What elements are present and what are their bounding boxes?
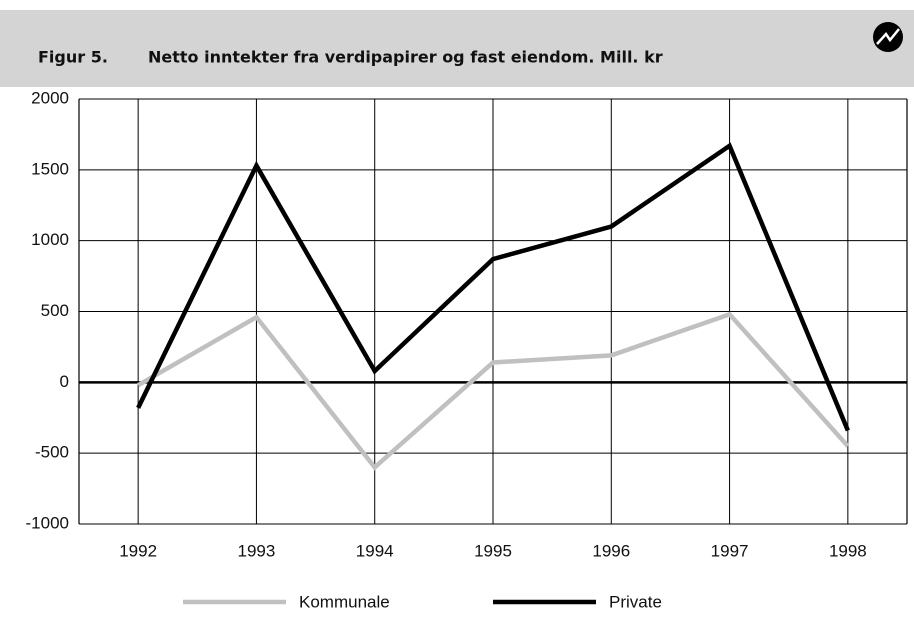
figure-label: Figur 5.: [38, 48, 108, 67]
chart-title: Netto inntekter fra verdipapirer og fast…: [148, 48, 663, 67]
logo-icon: [873, 22, 903, 52]
legend-label: Private: [609, 592, 662, 611]
y-tick-label: 2000: [31, 88, 69, 107]
x-tick-label: 1997: [711, 541, 749, 560]
x-tick-label: 1995: [474, 541, 512, 560]
y-tick-label: 0: [60, 372, 69, 391]
legend-label: Kommunale: [299, 592, 390, 611]
y-tick-label: 1000: [31, 230, 69, 249]
y-tick-label: -500: [35, 443, 69, 462]
x-tick-label: 1992: [119, 541, 157, 560]
x-tick-label: 1993: [238, 541, 276, 560]
series-line: [137, 311, 850, 471]
y-tick-label: 500: [41, 301, 69, 320]
x-tick-label: 1996: [592, 541, 630, 560]
y-tick-label: 1500: [31, 159, 69, 178]
series-line: [136, 142, 850, 432]
x-tick-label: 1994: [356, 541, 394, 560]
header-band: [0, 10, 914, 87]
y-tick-label: -1000: [26, 513, 69, 532]
x-tick-label: 1998: [829, 541, 867, 560]
